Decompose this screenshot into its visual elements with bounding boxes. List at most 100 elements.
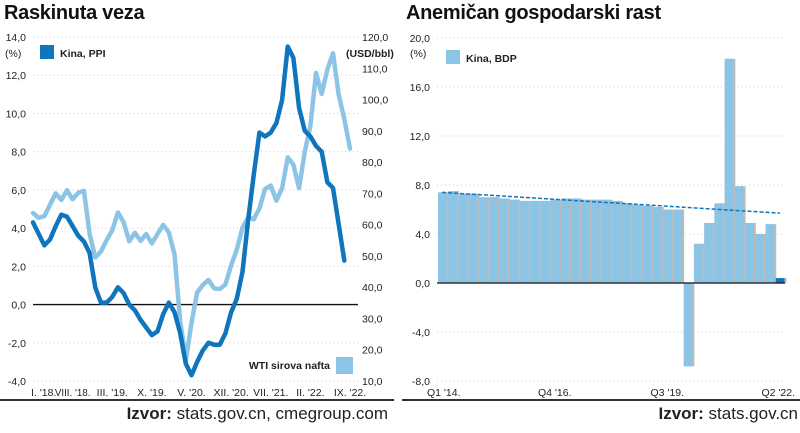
bar [775, 278, 785, 283]
y-label-right: (USD/bbl) [346, 48, 394, 60]
x-tick: Q1 '14. [427, 387, 461, 399]
y-tick-left: 4,0 [11, 223, 26, 235]
bar [560, 198, 570, 283]
y-tick-left: 14,0 [6, 32, 27, 44]
ppi-oil-chart: 14,0 12,0 10,0 8,0 6,0 4,0 2,0 0,0 -2,0 -4,0 120,0… [5, 32, 394, 399]
legend-swatch-wti [336, 357, 353, 374]
x-tick: VIII. '18. [55, 387, 91, 399]
bar [612, 200, 621, 283]
x-tick: IX. '22. [334, 387, 366, 399]
bar [530, 200, 539, 283]
y-tick-right: 20,0 [362, 345, 383, 357]
x-tick: Q4 '16. [538, 387, 572, 399]
y-tick-right: 110,0 [362, 63, 388, 75]
bar [734, 186, 744, 283]
bar [622, 203, 631, 283]
legend-swatch-ppi [40, 45, 54, 59]
legend-label-ppi: Kina, PPI [60, 48, 106, 60]
bar [478, 197, 488, 283]
y-tick-right: 50,0 [362, 251, 383, 263]
y-tick-left: -4,0 [8, 376, 26, 388]
left-source: Izvor: stats.gov.cn, cmegroup.com [127, 404, 388, 424]
bar [642, 205, 652, 283]
y-tick-right: 100,0 [362, 95, 388, 107]
y-tick-left: 10,0 [6, 108, 27, 120]
y-tick-left: 12,0 [6, 70, 27, 82]
bar [571, 198, 580, 283]
y-tick-right: 70,0 [362, 188, 383, 200]
bar [745, 222, 754, 283]
bar [438, 192, 447, 283]
x-tick: XII. '20. [213, 387, 248, 399]
gdp-chart: 20,0 16,0 12,0 8,0 4,0 0,0 -4,0 -8,0 (%) Q1 '14. Q… [410, 33, 795, 399]
bar [704, 222, 713, 283]
x-tick: Q2 '22. [761, 387, 795, 399]
legend-label-wti: WTI sirova nafta [249, 360, 330, 372]
y-tick-right: 120,0 [362, 32, 388, 44]
bar [468, 193, 478, 283]
y-tick: -4,0 [412, 327, 430, 339]
x-tick: I. '18. [31, 387, 56, 399]
source-text: stats.gov.cn [708, 404, 798, 423]
y-tick-left: 2,0 [11, 261, 26, 273]
y-tick-right: 80,0 [362, 157, 383, 169]
right-source: Izvor: stats.gov.cn [658, 404, 798, 424]
y-tick-left: 6,0 [11, 185, 26, 197]
y-tick-left: -2,0 [8, 338, 26, 350]
x-tick: V. '20. [177, 387, 205, 399]
y-tick: 12,0 [410, 131, 431, 143]
bar [581, 199, 591, 283]
bar [755, 234, 765, 283]
bar [591, 199, 601, 283]
y-tick-right: 40,0 [362, 282, 383, 294]
y-label: (%) [410, 48, 426, 60]
bar [601, 199, 611, 283]
y-tick-right: 30,0 [362, 313, 383, 325]
source-label: Izvor: [658, 404, 704, 423]
y-tick-right: 60,0 [362, 220, 383, 232]
y-tick: 4,0 [415, 229, 430, 241]
ppi-line [30, 44, 347, 378]
bar [724, 58, 734, 284]
y-tick-right: 90,0 [362, 126, 383, 138]
source-text: stats.gov.cn, cmegroup.com [176, 404, 388, 423]
x-tick: VII. '21. [253, 387, 288, 399]
bar [693, 243, 703, 283]
x-tick: Q3 '19. [651, 387, 685, 399]
bar [663, 209, 672, 283]
y-tick-left: 0,0 [11, 300, 26, 312]
right-divider [402, 399, 800, 401]
x-tick: X. '19. [137, 387, 166, 399]
bar [765, 224, 775, 283]
bar [714, 203, 724, 283]
trendline [442, 191, 780, 214]
source-label: Izvor: [126, 404, 172, 423]
bar [489, 197, 498, 283]
bar [683, 283, 693, 367]
bar [652, 207, 662, 283]
y-tick: 20,0 [410, 33, 431, 45]
legend-label-gdp: Kina, BDP [466, 53, 517, 65]
x-tick: II. '22. [296, 387, 324, 399]
y-tick: 8,0 [415, 180, 430, 192]
bar [448, 191, 457, 283]
bar [509, 199, 519, 283]
bar [499, 198, 509, 283]
y-tick-right: 10,0 [362, 376, 383, 388]
y-tick: 16,0 [410, 82, 431, 94]
x-tick: III. '19. [97, 387, 128, 399]
left-chart-title: Raskinuta veza [4, 2, 145, 24]
right-chart-title: Anemičan gospodarski rast [406, 2, 661, 24]
y-tick-left: 8,0 [11, 147, 26, 159]
left-divider [0, 399, 394, 401]
bar [673, 209, 683, 283]
y-tick: -8,0 [412, 376, 430, 388]
y-tick: 0,0 [415, 278, 430, 290]
wti-line [30, 51, 353, 363]
y-label-left: (%) [5, 48, 21, 60]
bar [632, 204, 642, 283]
legend-swatch-gdp [446, 50, 460, 64]
bar [519, 200, 529, 283]
bar [458, 193, 468, 283]
